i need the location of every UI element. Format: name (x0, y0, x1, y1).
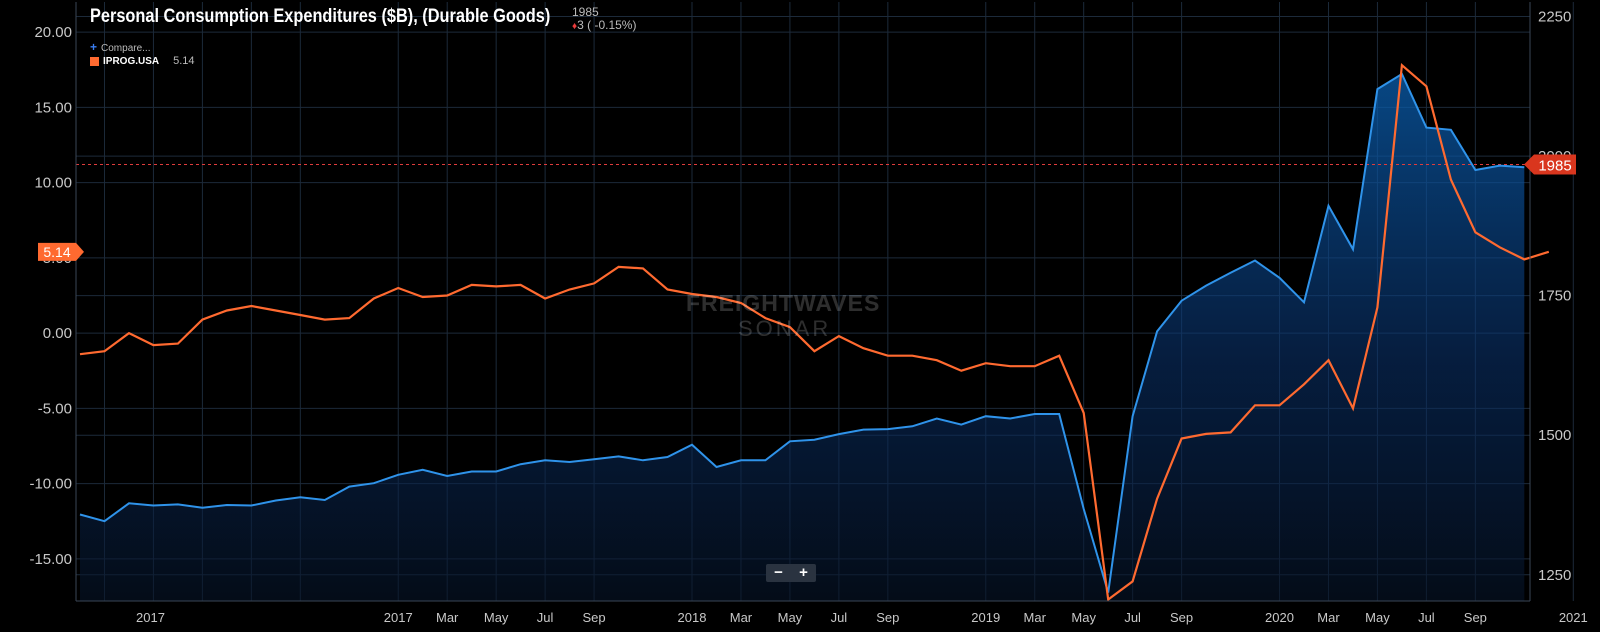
x-tick-label: May (1071, 610, 1096, 625)
left-tick-label: 20.00 (34, 24, 72, 41)
pce-area-fill (80, 74, 1525, 601)
down-arrow-icon: ♦ (572, 21, 578, 32)
right-value-badge (1524, 154, 1576, 175)
x-tick-label: Mar (1317, 610, 1340, 625)
right-tick-label: 2250 (1538, 9, 1571, 26)
x-tick-label: Jul (831, 610, 848, 625)
last-value: 1985 (572, 5, 599, 19)
change-readout: ♦3 ( -0.15%) (572, 19, 636, 33)
legend-series-value: 5.14 (173, 55, 195, 67)
x-tick-label: 2017 (136, 610, 165, 625)
axis-badges: 5.14 1985 (38, 154, 1576, 261)
legend-series-name: IPROG.USA (103, 55, 160, 67)
watermark-brand: FREIGHTWAVES (686, 290, 881, 316)
chart-title-block: Personal Consumption Expenditures ($B), … (90, 6, 625, 28)
change-value: 3 ( -0.15%) (577, 18, 637, 32)
x-tick-label: Sep (1464, 610, 1487, 625)
right-tick-label: 1250 (1538, 567, 1571, 584)
x-tick-label: Sep (583, 610, 606, 625)
x-tick-label: May (778, 610, 803, 625)
left-tick-label: -10.00 (29, 476, 72, 493)
zoom-control: − + (766, 564, 816, 582)
legend-swatch (90, 56, 99, 66)
x-tick-label: Jul (537, 610, 554, 625)
right-tick-label: 1500 (1538, 427, 1571, 444)
area-layer (80, 74, 1525, 601)
left-tick-label: -15.00 (29, 551, 72, 568)
watermark-product: SONAR (738, 316, 832, 341)
x-tick-label: May (484, 610, 509, 625)
series-lines (79, 62, 1550, 602)
left-value-badge (38, 242, 84, 261)
x-tick-label: Sep (1170, 610, 1193, 625)
x-tick-label: 2018 (678, 610, 707, 625)
x-tick-label: Sep (876, 610, 899, 625)
x-tick-label: 2017 (384, 610, 413, 625)
x-tick-label: Jul (1418, 610, 1435, 625)
right-value-badge-label: 1985 (1538, 157, 1571, 174)
x-tick-label: May (1365, 610, 1390, 625)
left-tick-label: -5.00 (38, 400, 72, 417)
pce-series-line (79, 72, 1525, 593)
zoom-in-button[interactable]: + (799, 564, 808, 581)
x-tick-label: Mar (436, 610, 459, 625)
chart-title[interactable]: Personal Consumption Expenditures ($B), … (90, 6, 551, 27)
x-tick-label: Mar (730, 610, 753, 625)
x-tick-label: 2019 (971, 610, 1000, 625)
plus-icon: + (90, 40, 98, 54)
x-tick-label: Mar (1024, 610, 1047, 625)
x-tick-label: 2020 (1265, 610, 1294, 625)
left-value-badge-label: 5.14 (43, 244, 70, 260)
zoom-out-button[interactable]: − (774, 564, 783, 581)
x-tick-label: Jul (1124, 610, 1141, 625)
right-tick-label: 1750 (1538, 288, 1571, 305)
compare-button[interactable]: + Compare... (90, 40, 150, 54)
compare-label: Compare... (101, 43, 151, 54)
left-tick-label: 15.00 (34, 99, 72, 116)
left-tick-label: 10.00 (34, 175, 72, 192)
iprog-series-line (79, 62, 1550, 602)
left-tick-label: 0.00 (43, 325, 72, 342)
legend-item-iprog[interactable]: IPROG.USA 5.14 (90, 55, 195, 67)
x-tick-label: 2021 (1559, 610, 1588, 625)
price-block: 1985 ♦3 ( -0.15%) (572, 6, 636, 33)
